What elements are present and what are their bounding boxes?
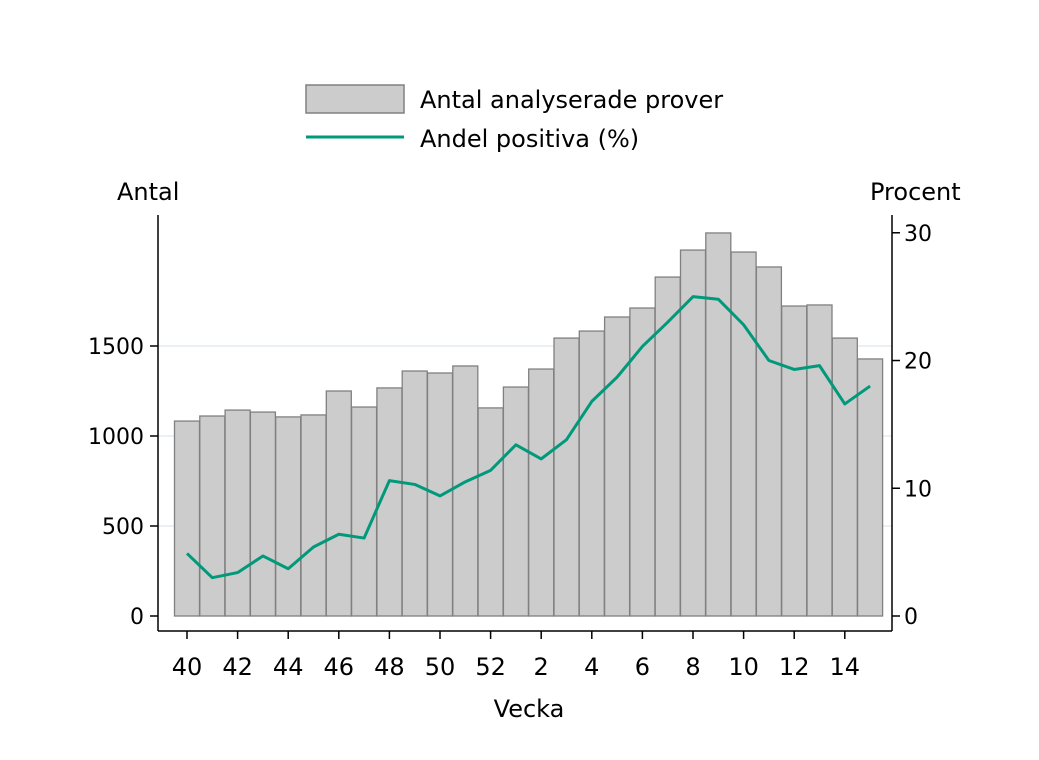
y-left-tick-label: 1500 <box>88 335 144 360</box>
legend-label-bar: Antal analyserade prover <box>420 86 723 114</box>
bar-11 <box>755 266 783 617</box>
bar-4 <box>578 330 605 617</box>
y-left-tick-label: 500 <box>102 515 144 540</box>
bar-44 <box>275 416 302 617</box>
bar-12 <box>781 305 808 617</box>
bar-14 <box>831 337 858 617</box>
x-tick-label: 2 <box>534 653 549 681</box>
x-tick-label: 40 <box>172 653 203 681</box>
line-andel-positiva <box>185 295 871 580</box>
bar-6 <box>629 307 656 617</box>
legend-swatch-bar <box>305 84 405 114</box>
x-tick-label: 8 <box>685 653 700 681</box>
bar-42 <box>224 409 251 617</box>
y-right-tick-label: 20 <box>904 350 932 375</box>
bar-49 <box>401 370 428 617</box>
x-tick-label: 4 <box>584 653 599 681</box>
bar-40 <box>173 420 201 617</box>
bar-8 <box>679 249 707 617</box>
bar-2 <box>528 368 555 617</box>
bar-1 <box>502 386 530 617</box>
y-right-label: Procent <box>870 178 961 206</box>
bar-43 <box>249 411 277 617</box>
x-tick-label: 14 <box>830 653 861 681</box>
bar-9 <box>705 232 732 617</box>
bar-47 <box>350 406 378 617</box>
bar-10 <box>730 251 757 617</box>
y-right-tick-label: 10 <box>904 477 932 502</box>
x-tick-label: 44 <box>273 653 304 681</box>
x-tick-label: 52 <box>475 653 506 681</box>
y-left-tick-label: 1000 <box>88 425 144 450</box>
bar-46 <box>325 390 352 617</box>
y-right-tick-label: 30 <box>904 222 932 247</box>
legend: Antal analyserade prover Andel positiva … <box>305 84 723 153</box>
bar-3 <box>553 337 580 617</box>
bar-7 <box>654 276 681 617</box>
bar-13 <box>806 304 833 617</box>
bar-41 <box>199 415 226 617</box>
x-axis-label: Vecka <box>494 695 565 723</box>
x-tick-label: 10 <box>728 653 759 681</box>
bar-15 <box>856 358 884 617</box>
x-tick-label: 6 <box>635 653 650 681</box>
line-series <box>185 295 871 580</box>
bar-45 <box>300 414 327 617</box>
bar-51 <box>452 365 479 617</box>
x-tick-label: 12 <box>779 653 810 681</box>
bar-5 <box>603 316 631 617</box>
x-tick-label: 48 <box>374 653 405 681</box>
x-tick-label: 42 <box>222 653 253 681</box>
bar-52 <box>477 407 504 617</box>
y-left-tick-label: 0 <box>130 605 144 630</box>
x-tick-label: 46 <box>324 653 355 681</box>
y-left-label: Antal <box>117 178 179 206</box>
legend-label-line: Andel positiva (%) <box>420 125 639 153</box>
x-tick-label: 50 <box>425 653 456 681</box>
y-right-tick-label: 0 <box>904 605 918 630</box>
bars <box>173 232 884 617</box>
